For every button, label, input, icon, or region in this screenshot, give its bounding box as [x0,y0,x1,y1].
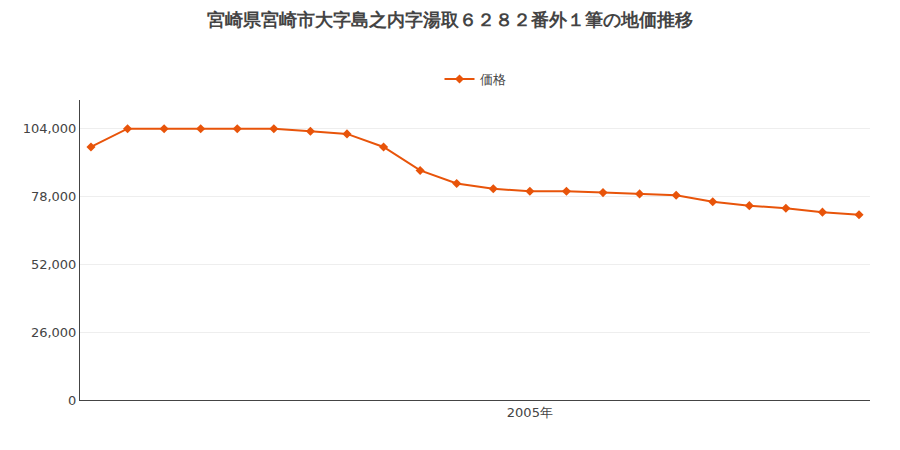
svg-text:価格: 価格 [480,72,506,87]
svg-text:2005年: 2005年 [507,405,553,420]
svg-text:宮崎県宮崎市大字島之内字湯取６２８２番外１筆の地価推移: 宮崎県宮崎市大字島之内字湯取６２８２番外１筆の地価推移 [207,9,693,30]
svg-text:104,000: 104,000 [23,121,77,136]
svg-text:52,000: 52,000 [31,257,77,272]
svg-text:78,000: 78,000 [31,189,77,204]
svg-text:26,000: 26,000 [31,325,77,340]
svg-text:0: 0 [68,393,76,408]
